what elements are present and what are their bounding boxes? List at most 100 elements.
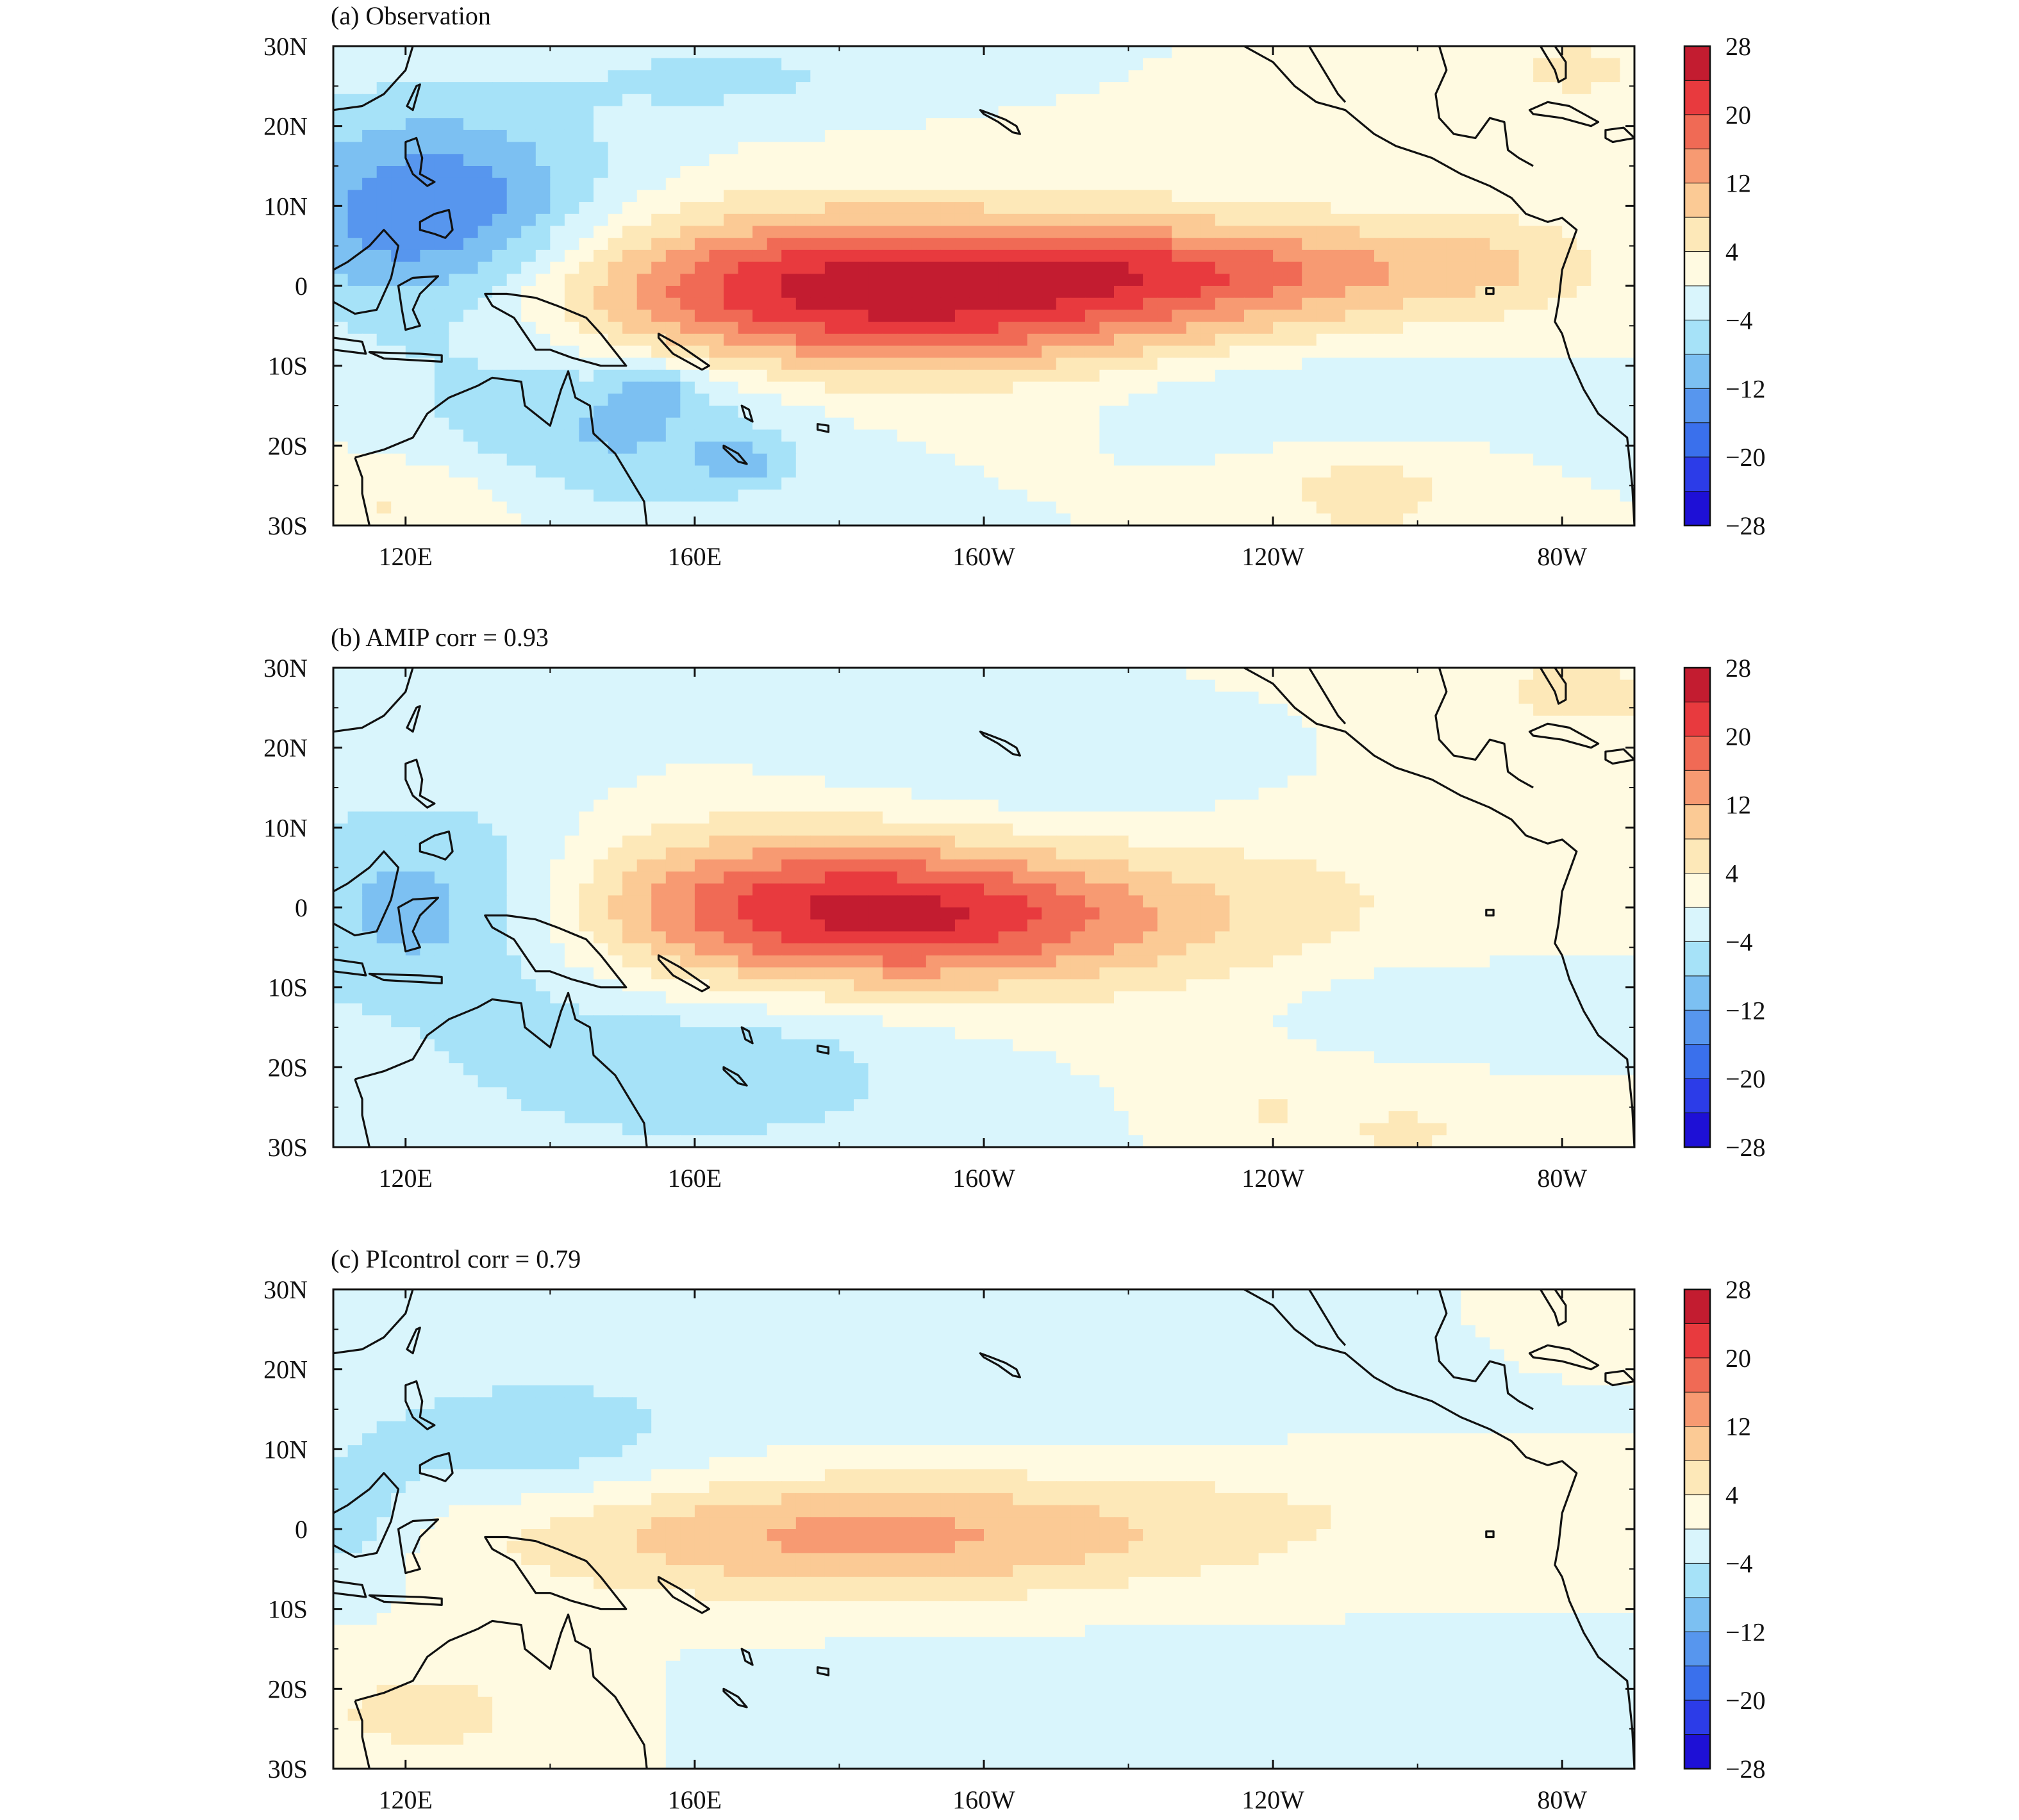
field-cell bbox=[998, 381, 1013, 395]
field-cell bbox=[1504, 226, 1520, 238]
field-cell bbox=[651, 358, 667, 370]
field-cell bbox=[1591, 129, 1606, 143]
y-tick-label: 10S bbox=[268, 352, 308, 381]
field-cell bbox=[405, 501, 421, 515]
field-cell bbox=[911, 358, 927, 370]
field-cell bbox=[1490, 226, 1505, 238]
field-cell bbox=[767, 775, 783, 788]
field-cell bbox=[521, 406, 536, 418]
field-cell bbox=[1128, 82, 1143, 95]
field-cell bbox=[420, 501, 435, 515]
field-cell bbox=[665, 751, 681, 765]
field-cell bbox=[376, 333, 392, 347]
field-cell bbox=[738, 166, 753, 179]
field-cell bbox=[1099, 489, 1115, 502]
field-cell bbox=[1215, 788, 1231, 800]
field-cell bbox=[795, 70, 811, 83]
field-cell bbox=[1056, 286, 1072, 299]
field-cell bbox=[449, 763, 464, 777]
field-cell bbox=[926, 501, 942, 515]
y-tick-label: 0 bbox=[295, 272, 308, 301]
field-cell bbox=[347, 393, 363, 406]
field-cell bbox=[1302, 178, 1317, 191]
field-cell bbox=[984, 501, 999, 515]
field-cell bbox=[1013, 668, 1028, 681]
field-cell bbox=[1316, 190, 1332, 203]
field-cell bbox=[594, 406, 609, 418]
field-cell bbox=[1547, 740, 1563, 752]
field-cell bbox=[492, 465, 508, 478]
field-cell bbox=[1490, 310, 1505, 322]
field-cell bbox=[752, 58, 768, 71]
field-cell bbox=[854, 297, 869, 311]
field-cell bbox=[1403, 429, 1418, 442]
field-cell bbox=[724, 202, 739, 215]
field-cell bbox=[767, 501, 783, 515]
field-cell bbox=[883, 190, 898, 203]
field-cell bbox=[1229, 82, 1245, 95]
field-cell bbox=[940, 811, 956, 824]
field-cell bbox=[1345, 238, 1361, 251]
field-cell bbox=[420, 704, 435, 716]
field-cell bbox=[1533, 261, 1549, 275]
field-cell bbox=[521, 417, 536, 431]
field-cell bbox=[954, 310, 970, 322]
field-cell bbox=[940, 154, 956, 167]
field-cell bbox=[824, 82, 840, 95]
field-cell bbox=[1258, 166, 1274, 179]
field-cell bbox=[1316, 322, 1332, 335]
field-cell bbox=[1143, 799, 1158, 813]
field-cell bbox=[1143, 691, 1158, 704]
field-cell bbox=[1518, 213, 1534, 227]
field-cell bbox=[1244, 202, 1259, 215]
field-cell bbox=[1547, 381, 1563, 395]
field-cell bbox=[998, 751, 1013, 765]
field-cell bbox=[1215, 823, 1231, 836]
field-cell bbox=[1562, 489, 1577, 502]
field-cell bbox=[1143, 513, 1158, 525]
field-cell bbox=[1403, 261, 1418, 275]
field-cell bbox=[1056, 249, 1072, 263]
field-cell bbox=[1490, 238, 1505, 251]
field-cell bbox=[854, 82, 869, 95]
field-cell bbox=[1490, 489, 1505, 502]
field-cell bbox=[1547, 823, 1563, 836]
field-cell bbox=[1157, 369, 1173, 383]
field-cell bbox=[1461, 345, 1476, 358]
field-cell bbox=[1172, 297, 1187, 311]
field-cell bbox=[1070, 118, 1086, 131]
field-cell bbox=[1013, 489, 1028, 502]
field-cell bbox=[636, 154, 652, 167]
field-cell bbox=[622, 788, 638, 800]
field-cell bbox=[651, 691, 667, 704]
field-cell bbox=[1518, 333, 1534, 347]
field-cell bbox=[1388, 406, 1404, 418]
field-cell bbox=[868, 58, 883, 71]
field-cell bbox=[883, 406, 898, 418]
field-cell bbox=[665, 46, 681, 59]
field-cell bbox=[854, 406, 869, 418]
field-cell bbox=[521, 465, 536, 478]
field-cell bbox=[1229, 477, 1245, 490]
field-cell bbox=[883, 333, 898, 347]
field-cell bbox=[420, 369, 435, 383]
field-cell bbox=[521, 775, 536, 788]
field-cell bbox=[810, 477, 826, 490]
field-cell bbox=[781, 691, 797, 704]
field-cell bbox=[1576, 369, 1592, 383]
field-cell bbox=[1620, 465, 1634, 478]
field-cell bbox=[795, 691, 811, 704]
field-cell bbox=[665, 513, 681, 525]
field-cell bbox=[969, 261, 985, 275]
field-cell bbox=[694, 429, 710, 442]
field-cell bbox=[680, 501, 695, 515]
field-cell bbox=[1099, 178, 1115, 191]
field-cell bbox=[1084, 715, 1101, 729]
field-cell bbox=[984, 381, 999, 395]
field-cell bbox=[868, 94, 883, 107]
field-cell bbox=[911, 154, 927, 167]
field-cell bbox=[969, 178, 985, 191]
field-cell bbox=[1403, 406, 1418, 418]
field-cell bbox=[1490, 751, 1505, 765]
field-cell bbox=[579, 799, 594, 813]
